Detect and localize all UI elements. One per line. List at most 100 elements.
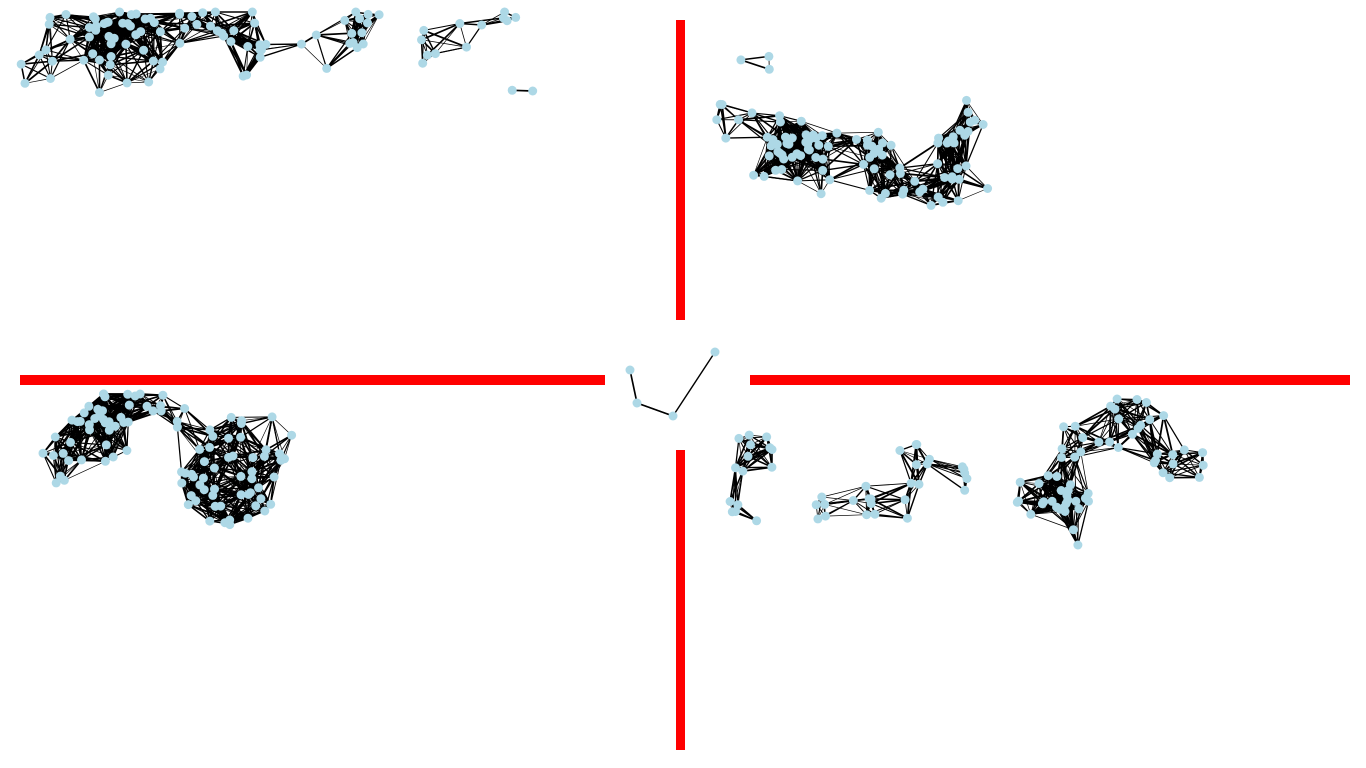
graph-edge — [203, 476, 241, 479]
graph-edge — [874, 499, 906, 515]
graph-node — [136, 27, 146, 37]
graph-node — [528, 86, 538, 96]
graph-edge — [890, 145, 916, 182]
graph-edge — [64, 461, 106, 481]
graph-edge — [162, 27, 186, 63]
graph-node — [825, 175, 835, 185]
graph-edge — [210, 22, 255, 27]
graph-node — [212, 26, 222, 36]
graph-node — [876, 193, 886, 203]
graph-node — [710, 347, 720, 357]
graph-edge — [824, 504, 867, 516]
graph-edge — [1139, 425, 1156, 464]
graph-edge — [49, 16, 90, 29]
graph-node — [898, 189, 908, 199]
graph-node — [45, 12, 55, 22]
graph-edge — [212, 471, 253, 496]
graph-node — [106, 52, 116, 61]
graph-node — [219, 31, 229, 41]
graph-edge — [1061, 457, 1089, 494]
graph-node — [244, 489, 253, 499]
graph-edge — [232, 455, 253, 479]
graph-node — [895, 163, 905, 173]
graph-node — [796, 151, 806, 161]
graph-node — [865, 152, 875, 162]
graph-node — [84, 32, 94, 42]
graph-node — [823, 141, 833, 151]
graph-edge — [99, 82, 128, 93]
graph-edge — [209, 429, 241, 439]
graph-edge — [738, 438, 744, 472]
graph-node — [47, 56, 57, 66]
graph-node — [172, 416, 182, 426]
graph-edge — [1114, 408, 1133, 435]
graph-edge — [220, 505, 249, 519]
graph-node — [110, 421, 120, 431]
graph-edge — [143, 50, 150, 83]
graph-node — [712, 115, 722, 125]
graph-edge — [957, 165, 967, 201]
graph-edge — [822, 139, 857, 160]
graph-node — [41, 45, 51, 55]
graph-edge — [1169, 452, 1203, 478]
graph-node — [773, 147, 783, 157]
graph-edge — [228, 437, 254, 459]
graph-edge — [889, 145, 892, 175]
graph-edge — [326, 33, 353, 69]
graph-edge — [1156, 415, 1165, 455]
graph-node — [101, 440, 111, 450]
graph-node — [1070, 452, 1080, 462]
graph-node — [954, 174, 964, 184]
graph-node — [119, 418, 129, 427]
graph-edge — [1114, 409, 1120, 448]
graph-node — [759, 171, 769, 181]
graph-edge — [868, 482, 912, 500]
graph-node — [1112, 394, 1122, 404]
graph-node — [180, 23, 190, 33]
graph-edge — [829, 179, 870, 191]
graph-edge — [247, 11, 253, 47]
graph-node — [355, 14, 365, 24]
graph-edge — [869, 180, 915, 192]
graph-edge — [120, 405, 148, 418]
graph-node — [236, 471, 246, 481]
graph-edge — [212, 478, 253, 496]
graph-edge — [959, 178, 988, 190]
graph-edge — [742, 466, 773, 472]
nodes-layer — [16, 7, 1208, 550]
graph-node — [198, 8, 208, 18]
graph-node — [195, 444, 205, 454]
graph-edge — [179, 30, 218, 44]
graph-node — [256, 494, 266, 504]
graph-node — [738, 466, 748, 476]
graph-node — [124, 400, 134, 410]
graph-node — [1141, 398, 1151, 407]
graph-node — [1114, 414, 1124, 424]
graph-node — [261, 39, 271, 49]
graph-node — [48, 451, 58, 460]
graph-edge — [176, 427, 183, 472]
graph-node — [668, 411, 678, 421]
graph-edge — [105, 422, 125, 446]
graph-edge — [791, 156, 823, 172]
graph-edge — [936, 163, 940, 198]
graph-node — [771, 165, 781, 175]
graph-edge — [102, 395, 136, 411]
graph-node — [906, 478, 916, 488]
graph-node — [417, 35, 426, 45]
graph-node — [88, 49, 98, 59]
graph-edge — [801, 120, 838, 134]
graph-edge — [231, 416, 273, 418]
graph-node — [852, 135, 861, 144]
barrier-top-vertical — [676, 20, 685, 320]
graph-edge — [70, 441, 106, 462]
graph-edge — [740, 59, 770, 71]
graph-node — [864, 494, 874, 504]
graph-node — [1113, 443, 1123, 452]
graph-node — [1168, 450, 1178, 460]
graph-node — [983, 184, 993, 193]
graph-node — [224, 433, 233, 443]
graph-node — [259, 451, 269, 461]
graph-node — [1194, 472, 1204, 482]
graph-node — [275, 449, 284, 459]
